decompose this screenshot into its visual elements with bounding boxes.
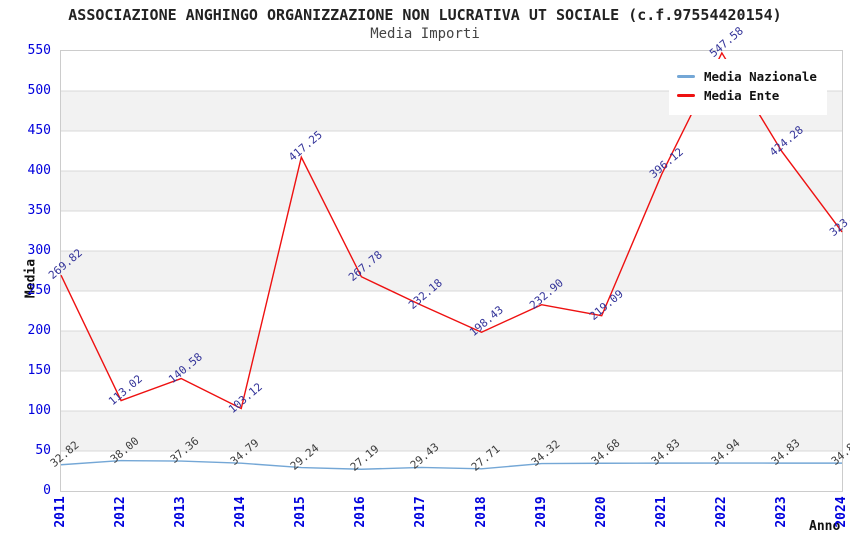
x-tick-label: 2024	[834, 496, 849, 528]
y-tick-label: 100	[27, 403, 51, 418]
y-tick-label: 150	[27, 363, 51, 378]
x-tick-label: 2018	[473, 496, 489, 528]
x-axis-title: Anno	[809, 519, 841, 534]
legend-label-media-nazionale: Media Nazionale	[704, 69, 817, 84]
chart-subtitle: Media Importi	[370, 26, 480, 42]
x-tick-label: 2016	[353, 496, 369, 528]
series-line-media-nazionale	[60, 459, 843, 470]
x-tick-label: 2017	[413, 496, 429, 528]
y-tick-label: 250	[27, 283, 51, 298]
media-nazionale-swatch-icon	[677, 75, 695, 78]
x-tick-label: 2019	[533, 496, 549, 528]
y-tick-label: 0	[43, 483, 51, 498]
legend-item-media-ente: Media Ente	[677, 88, 817, 103]
x-tick-label: 2023	[773, 496, 789, 528]
x-tick-label: 2020	[593, 496, 609, 528]
x-tick-label: 2014	[233, 496, 249, 528]
y-tick-label: 500	[27, 83, 51, 98]
y-tick-label: 200	[27, 323, 51, 338]
legend-label-media-ente: Media Ente	[704, 88, 780, 103]
legend-item-media-nazionale: Media Nazionale	[677, 69, 817, 84]
legend: Media Nazionale Media Ente	[669, 59, 827, 115]
y-tick-label: 50	[35, 443, 51, 458]
y-tick-label: 400	[27, 163, 51, 178]
y-tick-label: 550	[27, 43, 51, 58]
media-ente-swatch-icon	[677, 94, 695, 97]
x-tick-label: 2012	[113, 496, 129, 528]
x-tick-label: 2021	[653, 496, 669, 528]
x-tick-label: 2015	[293, 496, 309, 528]
chart-title: ASSOCIAZIONE ANGHINGO ORGANIZZAZIONE NON…	[68, 6, 782, 24]
x-tick-label: 2022	[713, 496, 729, 528]
x-tick-label: 2011	[53, 496, 68, 528]
y-tick-label: 450	[27, 123, 51, 138]
x-tick-label: 2013	[173, 496, 189, 528]
y-tick-label: 300	[27, 243, 51, 258]
y-tick-label: 350	[27, 203, 51, 218]
chart-canvas	[60, 51, 843, 470]
